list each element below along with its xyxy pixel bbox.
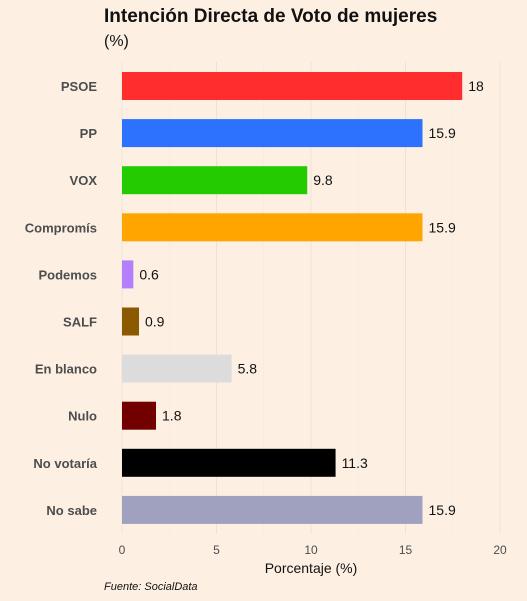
category-label: En blanco [35,362,97,377]
value-label: 5.8 [238,361,258,377]
value-label: 9.8 [313,172,333,188]
category-label: Podemos [38,267,97,282]
bar-psoe [122,72,463,100]
x-tick-labels: 0 5 10 15 20 [119,543,507,557]
bar-pp [122,119,423,148]
x-axis-label: Porcentaje (%) [265,560,358,576]
chart-caption: Fuente: SocialData [104,581,198,593]
bar-salf [122,307,140,336]
category-label: Nulo [68,409,97,424]
value-labels: 18 15.9 9.8 15.9 0.6 0.9 5.8 1.8 11.3 15.9 [139,78,484,518]
value-label: 0.9 [145,314,165,330]
x-tick-label: 20 [493,543,507,557]
bar-en-blanco [122,354,232,383]
chart-subtitle: (%) [104,33,129,50]
category-label: PSOE [61,79,97,94]
bar-nulo [122,401,157,430]
bar-no-sabe [122,495,423,524]
x-tick-label: 0 [119,543,126,557]
bar-vox [122,166,308,195]
value-label: 15.9 [429,219,456,235]
bar-comprom-s [122,213,423,242]
category-label: No sabe [46,503,97,518]
x-tick-label: 15 [399,543,413,557]
chart-title: Intención Directa de Voto de mujeres [104,6,438,27]
value-label: 11.3 [342,455,368,471]
x-tick-label: 10 [304,543,318,557]
value-label: 0.6 [139,266,159,282]
bars [122,72,463,524]
category-label: PP [80,126,98,141]
x-tick-label: 5 [213,543,220,557]
bar-no-votar-a [122,448,336,477]
value-label: 15.9 [429,125,456,141]
category-label: Compromís [25,220,97,235]
value-label: 15.9 [429,502,456,518]
bar-podemos [122,260,134,289]
value-label: 1.8 [162,408,182,424]
value-label: 18 [468,78,484,94]
category-labels: PSOE PP VOX Compromís Podemos SALF En blanco Nu… [25,79,98,518]
category-label: No votaría [33,456,97,471]
category-label: SALF [63,315,97,330]
category-label: VOX [70,173,98,188]
